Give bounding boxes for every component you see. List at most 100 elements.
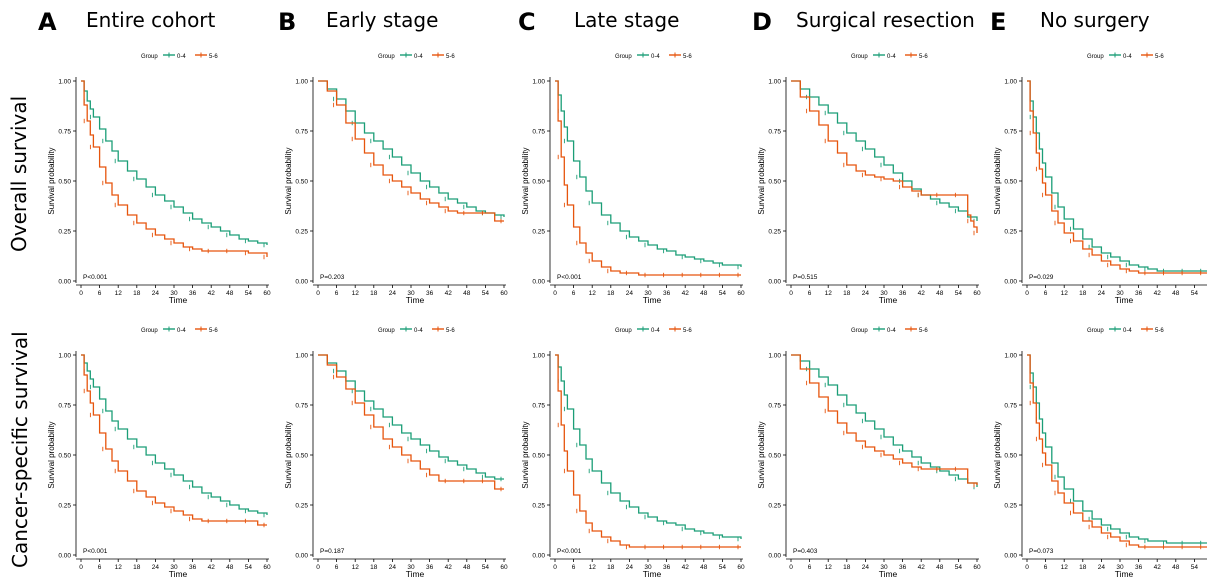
y-tick-label: 0.75 (1004, 129, 1017, 136)
legend-label: 0-4 (887, 328, 896, 334)
x-tick-label: 60 (500, 290, 508, 297)
x-tick-label: 30 (644, 290, 652, 297)
legend-label: 5-6 (209, 54, 218, 60)
column-title-a: Entire cohort (86, 8, 216, 32)
x-tick-label: 12 (589, 290, 597, 297)
y-tick-label: 1.00 (532, 79, 545, 86)
y-tick-label: 0.75 (1004, 403, 1017, 410)
legend-label: 5-6 (1155, 328, 1164, 334)
y-tick-label: 0.00 (58, 553, 71, 560)
legend-label: 0-4 (1123, 328, 1132, 334)
x-tick-label: 54 (482, 564, 490, 571)
x-tick-label: 0 (789, 290, 793, 297)
x-tick-label: 6 (808, 564, 812, 571)
legend-label: 5-6 (919, 328, 928, 334)
x-tick-label: 0 (316, 290, 320, 297)
y-tick-label: 1.00 (295, 79, 308, 86)
x-tick-label: 30 (1116, 564, 1124, 571)
x-axis-title: Time (643, 569, 662, 579)
x-tick-label: 30 (170, 290, 178, 297)
survival-curve-5-6 (791, 354, 978, 485)
x-tick-label: 12 (115, 290, 123, 297)
x-tick-label: 48 (1172, 290, 1180, 297)
legend-label: 0-4 (414, 54, 423, 60)
y-tick-label: 1.00 (1004, 79, 1017, 86)
x-tick-label: 12 (1061, 564, 1069, 571)
x-tick-label: 0 (79, 290, 83, 297)
y-tick-label: 0.25 (1004, 503, 1017, 510)
legend-label: 5-6 (1155, 54, 1164, 60)
legend-label: 5-6 (446, 54, 455, 60)
x-tick-label: 12 (352, 564, 360, 571)
column-letter-b: B (278, 8, 297, 36)
y-tick-label: 0.25 (295, 503, 308, 510)
legend-label: 5-6 (683, 328, 692, 334)
x-tick-label: 18 (843, 564, 851, 571)
y-tick-label: 0.25 (1004, 229, 1017, 236)
x-axis-title: Time (1115, 569, 1134, 579)
legend-label: 0-4 (651, 54, 660, 60)
x-tick-label: 18 (1079, 564, 1087, 571)
x-tick-label: 54 (719, 290, 727, 297)
survival-curve-0-4 (1027, 354, 1207, 544)
survival-curve-5-6 (1027, 80, 1207, 274)
x-tick-label: 36 (426, 290, 434, 297)
x-tick-label: 0 (553, 290, 557, 297)
x-tick-label: 6 (1044, 290, 1048, 297)
x-tick-label: 48 (700, 290, 708, 297)
y-tick-label: 0.00 (1004, 553, 1017, 560)
y-axis-title: Survival probability (993, 421, 1002, 488)
y-tick-label: 0.25 (295, 229, 308, 236)
survival-curve-0-4 (318, 354, 504, 480)
x-tick-label: 42 (1154, 290, 1162, 297)
x-tick-label: 42 (445, 564, 453, 571)
x-tick-label: 42 (918, 564, 926, 571)
x-tick-label: 48 (463, 564, 471, 571)
survival-curve-5-6 (318, 354, 504, 490)
x-tick-label: 18 (1079, 290, 1087, 297)
x-axis-title: Time (406, 569, 425, 579)
y-tick-label: 1.00 (768, 79, 781, 86)
y-tick-label: 1.00 (532, 353, 545, 360)
p-value-label: P=0.073 (1029, 548, 1054, 555)
y-tick-label: 0.50 (1004, 179, 1017, 186)
x-tick-label: 36 (663, 290, 671, 297)
x-axis-title: Time (1115, 295, 1134, 305)
p-value-label: P=0.187 (320, 548, 345, 555)
x-tick-label: 30 (1116, 290, 1124, 297)
x-tick-label: 24 (1098, 564, 1106, 571)
y-tick-label: 0.50 (295, 453, 308, 460)
y-axis-title: Survival probability (757, 147, 766, 214)
x-tick-label: 36 (189, 290, 197, 297)
column-letter-e: E (990, 8, 1007, 36)
y-tick-label: 0.00 (295, 553, 308, 560)
x-tick-label: 0 (553, 564, 557, 571)
legend-label: 0-4 (414, 328, 423, 334)
x-tick-label: 60 (500, 564, 508, 571)
x-tick-label: 12 (352, 290, 360, 297)
y-tick-label: 0.75 (768, 403, 781, 410)
y-tick-label: 0.25 (532, 503, 545, 510)
y-tick-label: 1.00 (768, 353, 781, 360)
x-tick-label: 24 (389, 564, 397, 571)
column-title-d: Surgical resection (796, 8, 975, 32)
p-value-label: P<0.001 (557, 274, 582, 281)
survival-curve-0-4 (81, 354, 268, 515)
y-axis-title: Survival probability (284, 147, 293, 214)
legend-label: 5-6 (919, 54, 928, 60)
x-tick-label: 54 (1191, 564, 1199, 571)
x-tick-label: 24 (626, 564, 634, 571)
x-tick-label: 48 (226, 290, 234, 297)
x-tick-label: 48 (1172, 564, 1180, 571)
survival-curve-0-4 (791, 354, 978, 487)
x-tick-label: 12 (589, 564, 597, 571)
survival-curve-0-4 (555, 80, 742, 267)
y-tick-label: 0.75 (532, 129, 545, 136)
column-letter-a: A (38, 8, 57, 36)
x-tick-label: 0 (1025, 564, 1029, 571)
x-tick-label: 60 (263, 564, 271, 571)
y-tick-label: 0.00 (1004, 279, 1017, 286)
y-tick-label: 0.50 (58, 179, 71, 186)
y-tick-label: 0.50 (58, 453, 71, 460)
x-tick-label: 42 (918, 290, 926, 297)
